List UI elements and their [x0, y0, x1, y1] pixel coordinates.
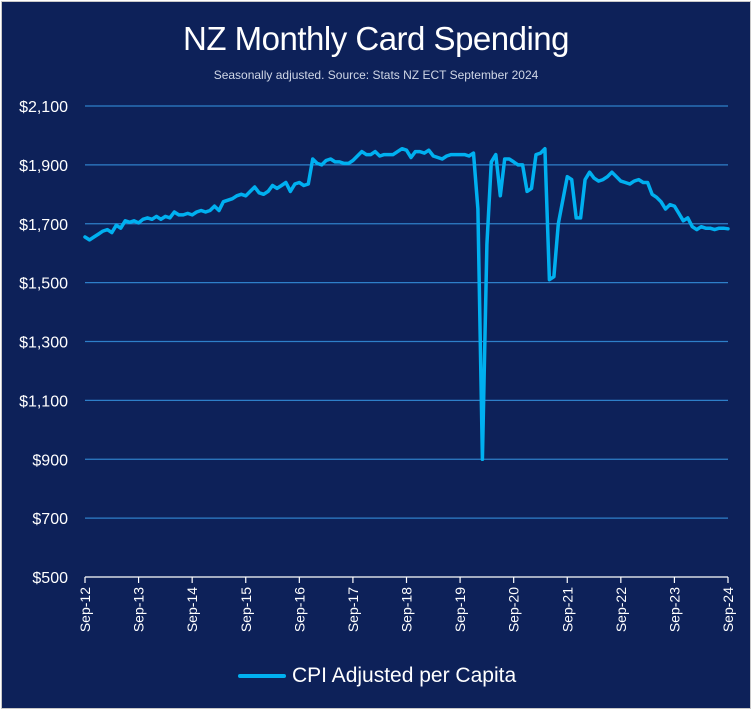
y-tick-label: $900	[32, 452, 68, 469]
x-axis: Sep-12 Sep-13 Sep-14 Sep-15 Sep-16 Sep-17 Sep-…	[77, 576, 736, 632]
y-tick-label: $1,900	[19, 158, 68, 175]
x-tick-label: Sep-24	[720, 587, 736, 632]
y-axis-ticks: $500 $700 $900 $1,100 $1,300 $1,500 $1,700 $1,9…	[19, 99, 68, 587]
legend: CPI Adjusted per Capita	[238, 664, 516, 688]
gridlines	[85, 105, 728, 519]
x-tick-label: Sep-15	[238, 587, 254, 632]
legend-label: CPI Adjusted per Capita	[292, 664, 517, 687]
x-tick-label: Sep-19	[452, 587, 468, 632]
x-tick-label: Sep-22	[613, 587, 629, 632]
x-tick-label: Sep-16	[291, 587, 307, 632]
x-tick-label: Sep-21	[559, 587, 575, 632]
y-tick-label: $1,500	[19, 276, 68, 293]
y-tick-label: $1,100	[19, 393, 68, 410]
x-tick-label: Sep-12	[77, 587, 93, 632]
legend-swatch	[238, 674, 286, 678]
y-tick-label: $700	[32, 511, 68, 528]
chart-subtitle: Seasonally adjusted. Source: Stats NZ EC…	[213, 68, 539, 82]
series-layer	[83, 146, 730, 462]
y-tick-label: $1,300	[19, 335, 68, 352]
y-tick-label: $1,700	[19, 217, 68, 234]
x-tick-label: Sep-20	[506, 587, 522, 632]
x-tick-label: Sep-14	[184, 587, 200, 632]
x-tick-label: Sep-23	[666, 587, 682, 632]
x-tick-label: Sep-17	[345, 587, 361, 632]
y-tick-label: $2,100	[19, 99, 68, 116]
series-line-cpi-adjusted-per-capita	[83, 146, 730, 462]
x-tick-label: Sep-13	[131, 587, 147, 632]
y-tick-label: $500	[32, 570, 68, 587]
x-tick-label: Sep-18	[399, 587, 415, 632]
chart-title: NZ Monthly Card Spending	[182, 20, 570, 57]
